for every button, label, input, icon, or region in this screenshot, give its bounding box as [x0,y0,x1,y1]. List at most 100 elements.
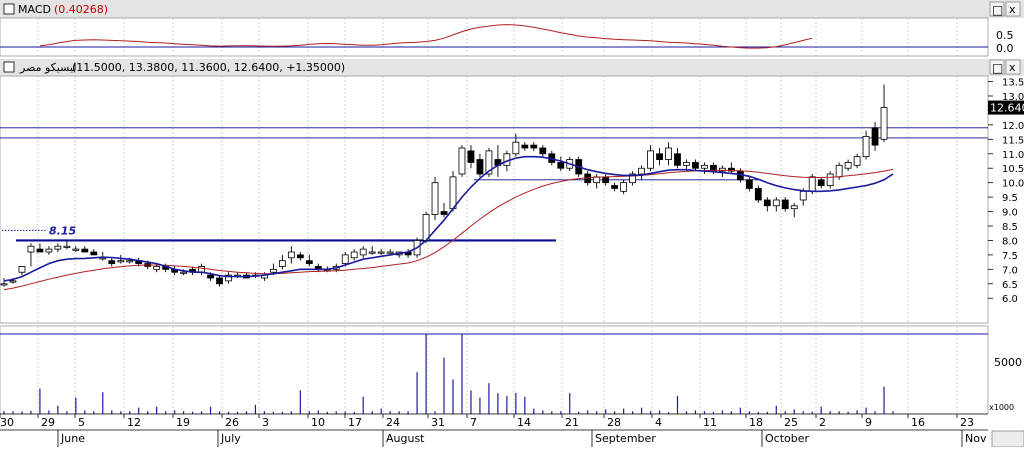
candle-body [763,199,771,207]
candle-body [36,248,44,253]
candle-9 [81,246,89,253]
candle-25 [225,272,232,284]
candle-body [216,277,223,285]
candle-body [826,173,834,186]
candle-77 [692,159,699,172]
candle-4 [36,243,44,253]
day-label-11: 11 [703,416,717,429]
price-tick-label-6.0: 6.0 [1002,294,1018,305]
price-tick-label-10.5: 10.5 [1002,164,1024,175]
candle-body [341,254,349,264]
day-label-19: 19 [176,416,190,429]
candle-58 [521,142,529,151]
day-label-18: 18 [749,416,763,429]
price-panel-icon[interactable] [3,61,15,73]
candle-body [359,248,367,256]
candle-8 [72,246,80,252]
macd-panel-icon[interactable] [3,3,15,15]
support-label: 8.15 [49,224,76,237]
candle-78 [701,162,708,174]
candle-body [844,162,852,169]
candle-body [458,147,466,175]
candle-41 [368,246,376,255]
candle-32 [287,246,295,264]
candle-body [9,280,17,283]
candle-0 [0,278,8,287]
candle-body [108,260,116,264]
price-tick-label-13.5: 13.5 [1002,78,1024,89]
candle-body [692,162,699,169]
candle-body [683,162,690,166]
candle-body [539,147,547,155]
candle-51 [458,145,466,177]
volume-bars [3,334,894,414]
candle-87 [781,197,789,212]
candle-body [269,268,277,273]
macd-header-bar [0,0,1024,18]
price-ohlc: (11.5000, 13.3800, 11.3600, 12.6400, +1.… [72,61,345,74]
candle-57 [512,133,520,157]
candle-body [72,248,80,251]
price-axis: 13.513.012.512.011.511.010.510.09.59.08.… [988,78,1024,305]
candle-60 [539,145,547,157]
price-close-icon: x [1009,61,1016,74]
candle-24 [216,275,223,287]
candle-body [835,164,843,178]
candle-body [799,190,807,201]
candle-body [871,127,879,146]
candle-body [611,185,619,189]
day-label-2: 2 [819,416,826,429]
candle-body [0,283,8,286]
candle-71 [638,165,645,180]
candle-body [225,274,232,282]
day-label-25: 25 [784,416,798,429]
candle-6 [54,243,62,252]
candle-body [117,260,125,263]
candle-73 [656,148,663,166]
candle-body [853,156,861,166]
candle-88 [790,202,798,218]
day-label-28: 28 [607,416,621,429]
day-label-12: 12 [127,416,141,429]
day-label-9: 9 [865,416,872,429]
day-label-23: 23 [960,416,974,429]
day-label-21: 21 [565,416,579,429]
date-axis: 29 5 12 19 26 3 10 17 24 31 7 14 21 28 4 11 18 25 2 9 16 2330… [0,414,987,447]
candle-42 [377,249,385,255]
candle-2 [18,266,26,276]
candle-body [557,162,565,169]
price-plot-border [0,75,989,324]
candle-53 [476,153,484,177]
price-window-controls: □ x [989,59,1021,75]
day-label-3: 3 [262,416,269,429]
candle-body [880,107,888,140]
day-label-24: 24 [386,416,400,429]
candle-body [278,260,286,267]
price-tick-label-9.0: 9.0 [1002,208,1018,219]
candle-body [449,176,457,210]
candle-12 [108,257,116,267]
candle-body [153,266,161,270]
candle-80 [719,165,726,177]
nav-corner-button[interactable] [991,430,1024,448]
candle-81 [727,162,735,174]
candle-84 [754,185,762,203]
price-maximize-button[interactable] [989,59,1005,75]
horizontal-lines [0,127,988,242]
price-title: ليسيكو مصر [19,61,77,74]
price-tick-label-13.0: 13.0 [1002,92,1024,103]
macd-tick-0.0: 0.0 [996,42,1014,55]
candle-31 [278,254,286,270]
price-tick-label-8.0: 8.0 [1002,236,1018,247]
candle-body [754,188,762,201]
macd-maximize-icon: □ [992,3,1003,17]
price-close-button[interactable] [1005,59,1021,75]
candle-body [674,153,681,166]
last-price-box [988,100,1024,115]
candle-86 [772,197,780,212]
macd-close-button[interactable] [1005,1,1021,17]
candle-body [745,179,753,189]
macd-maximize-button[interactable] [989,1,1005,17]
price-header-bar [0,59,1024,76]
